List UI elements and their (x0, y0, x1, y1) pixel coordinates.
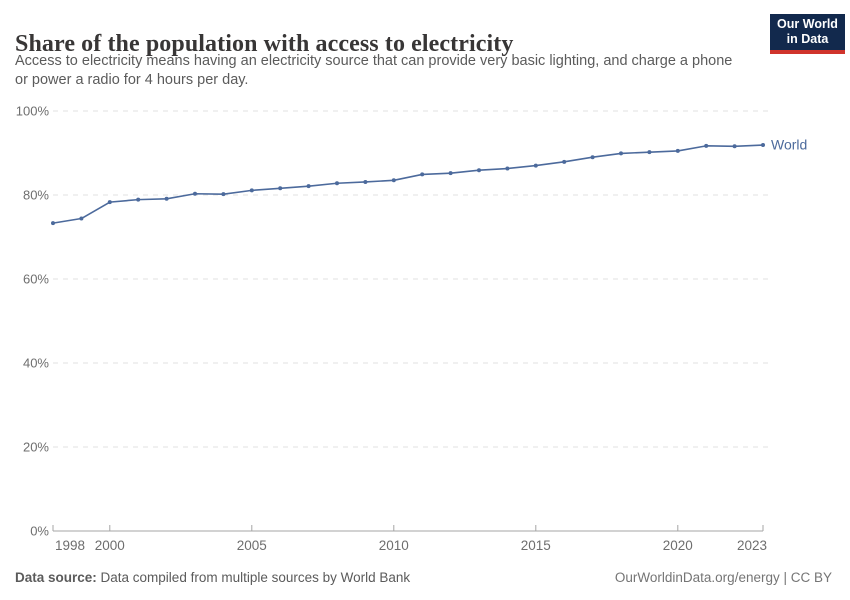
data-point[interactable] (363, 179, 368, 184)
data-point[interactable] (249, 188, 254, 193)
data-point[interactable] (675, 148, 680, 153)
credit-link[interactable]: OurWorldinData.org/energy | CC BY (614, 570, 832, 585)
x-tick-label: 2000 (95, 538, 125, 553)
y-tick-label: 40% (23, 356, 49, 371)
y-tick-label: 0% (30, 524, 49, 539)
data-point[interactable] (448, 171, 453, 176)
owid-logo[interactable]: Our World in Data (770, 14, 845, 54)
y-tick-label: 60% (23, 272, 49, 287)
data-point[interactable] (505, 166, 510, 171)
series-line-world[interactable] (52, 144, 764, 224)
data-point[interactable] (732, 144, 737, 149)
chart-subtitle: Access to electricity means having an el… (15, 53, 733, 89)
x-tick-label: 2023 (737, 538, 767, 553)
data-point[interactable] (391, 178, 396, 183)
data-point[interactable] (335, 181, 339, 186)
data-point[interactable] (533, 163, 538, 168)
x-tick-label: 2015 (521, 538, 551, 553)
data-point[interactable] (164, 196, 169, 201)
owid-logo-line1: Our World (777, 16, 838, 31)
data-point[interactable] (704, 143, 709, 148)
data-source-text: Data compiled from multiple sources by W… (96, 570, 411, 585)
x-tick-label: 1998 (55, 538, 85, 553)
x-tick-label: 2005 (237, 538, 267, 553)
y-tick-label: 20% (23, 440, 49, 455)
x-tick-label: 2010 (379, 538, 409, 553)
data-point[interactable] (278, 186, 283, 191)
data-source-note: Data source: Data compiled from multiple… (15, 570, 410, 585)
data-point[interactable] (562, 159, 567, 164)
y-tick-label: 80% (23, 188, 49, 203)
data-point[interactable] (136, 197, 141, 202)
data-point[interactable] (647, 150, 652, 155)
data-point[interactable] (619, 151, 623, 156)
data-point[interactable] (79, 216, 84, 221)
data-point[interactable] (306, 184, 311, 189)
data-point[interactable] (193, 191, 197, 196)
data-point[interactable] (477, 168, 481, 173)
chart-title: Share of the population with access to e… (15, 31, 514, 58)
owid-logo-line2: in Data (786, 32, 829, 46)
data-point[interactable] (51, 221, 55, 226)
x-tick-label: 2020 (663, 538, 693, 553)
data-point[interactable] (590, 155, 595, 160)
data-point[interactable] (221, 192, 226, 197)
y-tick-label: 100% (16, 104, 50, 119)
data-point[interactable] (420, 172, 425, 177)
data-source-label: Data source: (15, 570, 97, 585)
line-chart[interactable]: 0% 20% 40% 60% 80% 100% 1998 2000 2005 2010 2015 20… (0, 100, 850, 560)
series-end-label[interactable]: World (771, 137, 807, 153)
data-point[interactable] (107, 200, 112, 205)
data-point[interactable] (761, 143, 765, 148)
